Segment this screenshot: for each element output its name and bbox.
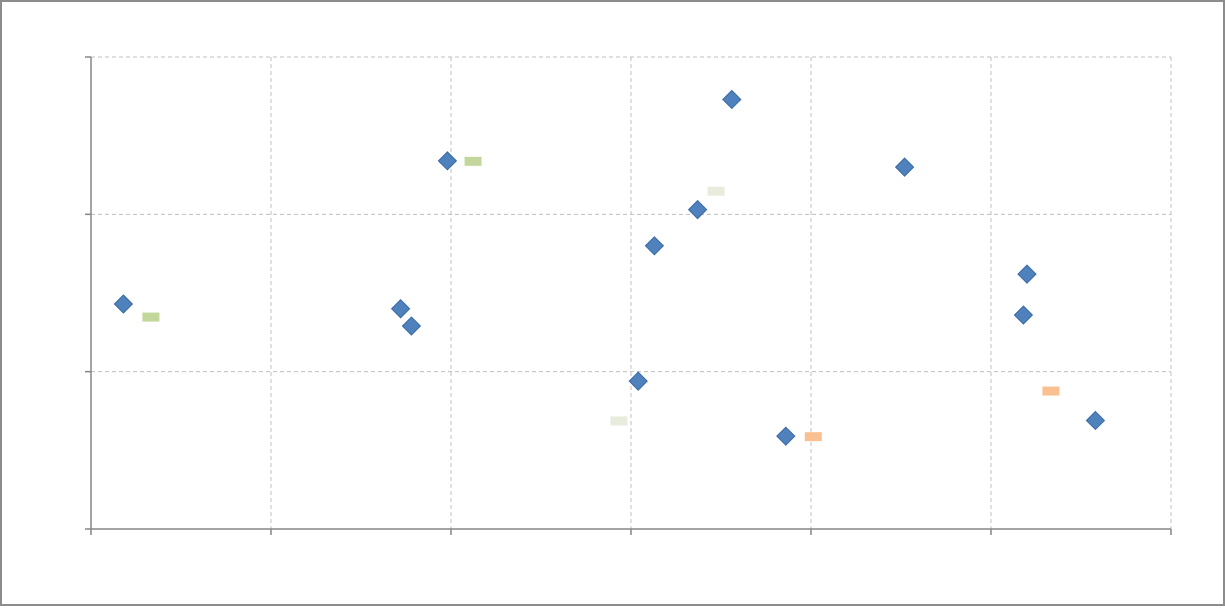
data-point [401,316,422,336]
data-point [687,199,708,220]
gridlines [91,56,1172,529]
data-label-box [610,416,628,426]
data-point [113,294,134,314]
data-label-box [142,312,160,322]
data-point [776,426,796,446]
data-point [1013,305,1034,325]
data-point [644,236,665,256]
data-point [628,371,648,391]
data-label-box [464,156,482,166]
data-point [722,89,742,110]
data-points [113,89,1106,446]
axes [85,56,1172,535]
data-labels [142,156,1060,442]
data-point [437,151,458,171]
data-label-box [707,186,725,196]
data-label-box [804,432,822,442]
data-point [390,299,411,319]
data-label-box [1042,386,1060,396]
data-point [1085,410,1106,431]
data-point [1017,264,1037,284]
data-point [894,157,915,177]
